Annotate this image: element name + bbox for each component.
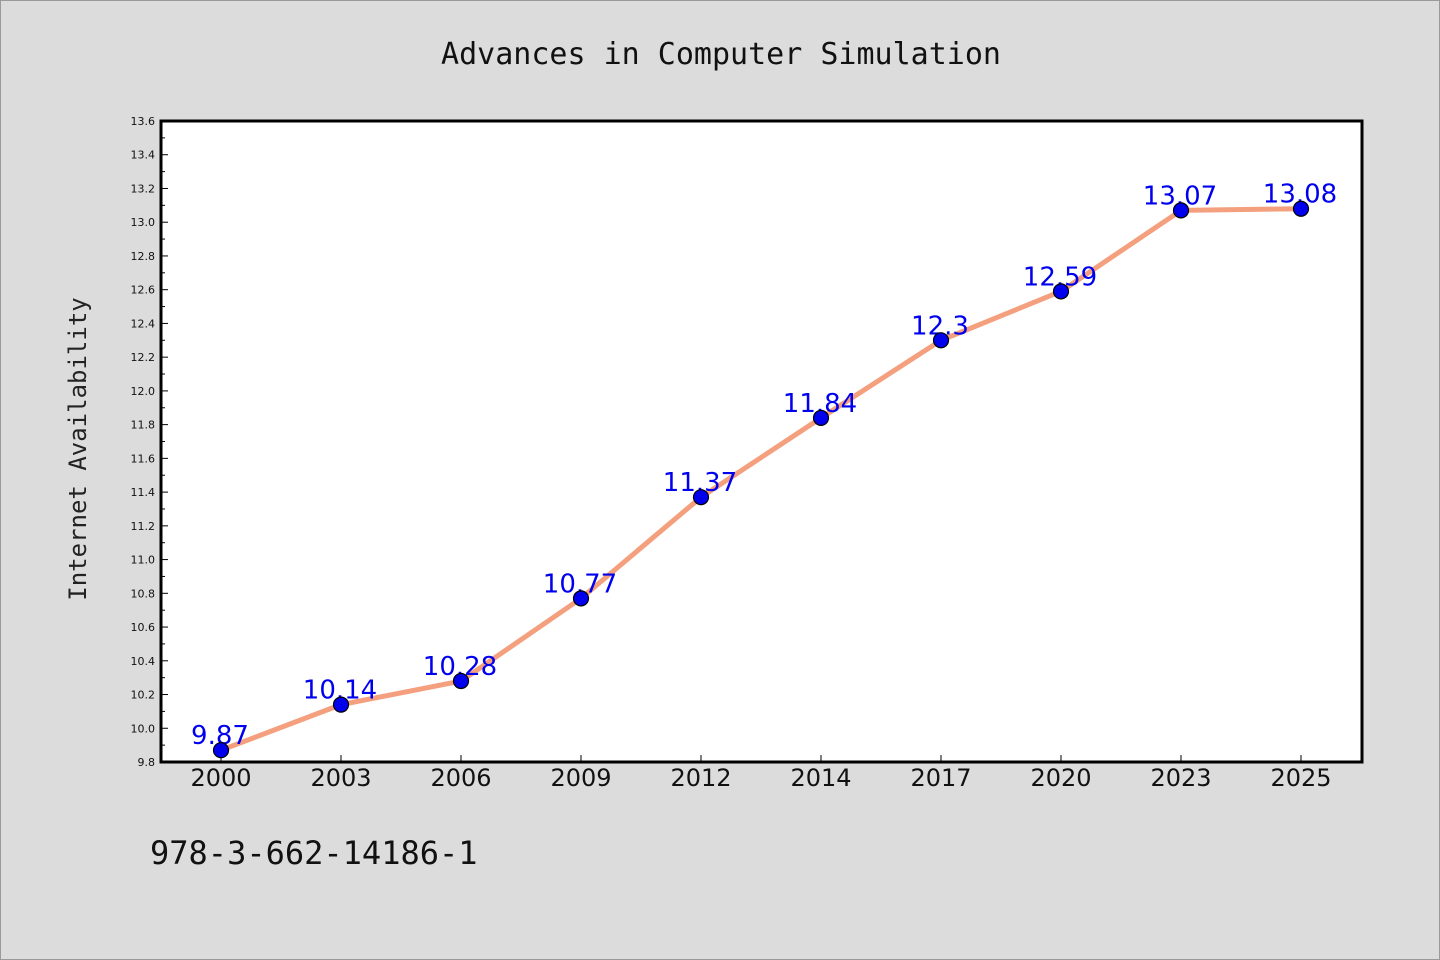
x-tick-label: 2023 [1150,764,1211,792]
y-tick-label: 10.6 [131,621,156,634]
y-tick-label: 11.2 [131,520,156,533]
x-tick-label: 2009 [550,764,611,792]
data-point [692,489,710,506]
y-tick-label: 12.0 [131,385,156,398]
x-tick-label: 2025 [1270,764,1331,792]
series-line [218,206,1304,753]
y-tick-label: 10.4 [131,655,156,668]
y-tick-label: 9.8 [138,756,156,769]
y-tick-label: 11.4 [131,486,156,499]
chart-title: Advances in Computer Simulation [441,37,1001,72]
plot-area [161,121,1362,762]
y-tick-label: 11.0 [131,554,156,567]
data-point [572,590,590,607]
data-point [332,696,350,713]
data-point [1172,202,1190,219]
chart-marks: 9.8 10.0 10.2 10.4 10.6 10.8 11.0 11.2 11.4 11.6 1… [131,115,1338,792]
data-point [812,409,830,426]
y-axis-label: Internet Availability [64,297,92,600]
y-tick-label: 12.4 [131,317,156,330]
y-tick-label: 13.0 [131,216,156,229]
data-point [932,332,950,349]
y-tick-label: 13.6 [131,115,156,128]
data-point [452,672,470,690]
plot-frame [159,119,1364,764]
y-tick-label: 12.6 [131,284,156,297]
y-tick-label: 10.0 [131,722,156,735]
x-tick-label: 2020 [1030,764,1091,792]
y-tick-label: 10.8 [131,587,156,600]
data-point [212,742,230,759]
x-tick-label: 2012 [670,764,731,792]
x-tick-label: 2014 [790,764,851,792]
data-point [1292,200,1310,217]
x-tick-label: 2017 [910,764,971,792]
x-tick-label: 2000 [190,764,251,792]
y-tick-label: 12.2 [131,351,156,364]
x-tick-label: 2003 [310,764,371,792]
y-tick-label: 11.8 [131,419,156,432]
data-point [1052,283,1070,300]
y-tick-label: 12.8 [131,250,156,263]
y-tick-label: 11.6 [131,452,156,465]
y-tick-label: 13.2 [131,182,156,195]
y-tick-label: 13.4 [131,149,156,162]
x-tick-label: 2006 [430,764,491,792]
isbn-text: 978-3-662-14186-1 [150,834,478,872]
y-tick-label: 10.2 [131,689,156,702]
